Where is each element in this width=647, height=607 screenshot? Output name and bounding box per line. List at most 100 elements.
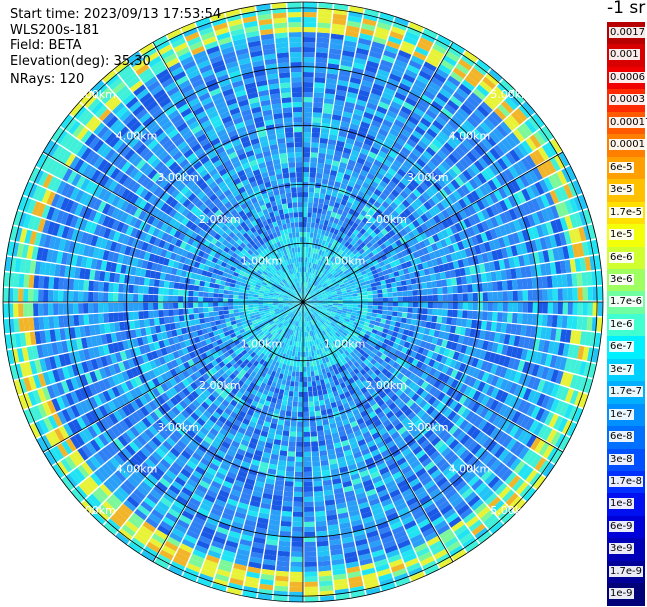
gate-cell (412, 345, 420, 353)
gate-cell (444, 103, 457, 115)
gate-cell (298, 386, 303, 392)
gate-cell (311, 279, 315, 285)
gate-cell (377, 271, 384, 277)
gate-cell (335, 94, 346, 102)
gate-cell (304, 521, 315, 527)
gate-cell (398, 269, 405, 276)
gate-cell (311, 285, 315, 290)
gate-cell (306, 304, 312, 309)
gate-cell (435, 272, 442, 281)
gate-cell (325, 247, 330, 253)
gate-cell (460, 54, 476, 67)
gate-cell (311, 212, 317, 218)
gate-cell (387, 310, 393, 316)
gate-cell (442, 185, 453, 196)
gate-cell (383, 159, 393, 168)
gate-cell (356, 272, 363, 278)
gate-cell (369, 278, 376, 284)
gate-cell (362, 245, 369, 252)
gate-cell (390, 320, 396, 327)
gate-cell (318, 266, 323, 272)
gate-cell (443, 348, 451, 357)
gate-cell (372, 302, 378, 306)
gate-cell (326, 319, 332, 324)
gate-cell (351, 287, 357, 292)
gate-cell (469, 132, 481, 144)
gate-cell (480, 232, 489, 243)
gate-cell (307, 303, 313, 305)
gate-cell (452, 285, 458, 294)
gate-cell (367, 327, 373, 333)
gate-cell (342, 322, 348, 327)
gate-cell (430, 322, 437, 330)
gate-cell (557, 417, 568, 433)
gate-cell (382, 269, 389, 276)
gate-cell (329, 275, 334, 280)
gate-cell (383, 87, 396, 96)
gate-cell (313, 197, 319, 204)
gate-cell (363, 276, 370, 282)
gate-cell (449, 95, 463, 107)
gate-cell (362, 298, 368, 302)
gate-cell (561, 315, 568, 329)
gate-cell (349, 123, 360, 131)
gate-cell (420, 136, 432, 146)
gate-cell (346, 25, 360, 33)
gate-cell (303, 396, 309, 402)
gate-cell (403, 329, 410, 336)
gate-cell (414, 144, 425, 154)
gate-cell (321, 229, 326, 236)
gate-cell (363, 70, 376, 79)
gate-cell (431, 336, 439, 345)
gate-cell (323, 284, 329, 289)
gate-cell (367, 252, 374, 259)
gate-cell (390, 163, 400, 173)
gate-cell (306, 294, 310, 299)
gate-cell (490, 90, 504, 103)
gate-cell (526, 451, 538, 466)
gate-cell (479, 349, 487, 360)
gate-cell (342, 45, 356, 53)
gate-cell (400, 106, 412, 116)
gate-cell (377, 364, 385, 372)
gate-cell (402, 199, 411, 208)
gate-cell (466, 166, 477, 178)
gate-cell (313, 274, 317, 280)
gate-cell (315, 218, 321, 224)
gate-cell (502, 302, 508, 312)
gate-cell (362, 352, 370, 359)
gate-cell (330, 211, 337, 218)
gate-cell (326, 78, 337, 85)
gate-cell (396, 372, 405, 381)
gate-cell (415, 396, 424, 406)
gate-cell (521, 278, 528, 290)
gate-cell (281, 515, 292, 522)
gate-cell (347, 258, 354, 264)
gate-cell (324, 285, 329, 290)
gate-cell (472, 283, 478, 293)
gate-cell (321, 293, 327, 296)
gate-cell (291, 546, 303, 552)
gate-cell (448, 439, 460, 450)
gate-cell (307, 298, 313, 301)
gate-cell (314, 82, 325, 89)
gate-cell (303, 122, 312, 128)
gate-cell (315, 259, 319, 265)
gate-cell (276, 565, 290, 572)
gate-cell (305, 242, 309, 248)
gate-cell (384, 114, 396, 124)
gate-cell (324, 313, 330, 317)
gate-cell (528, 420, 540, 434)
gate-cell (331, 233, 337, 240)
gate-cell (387, 268, 394, 274)
gate-cell (338, 270, 344, 276)
gate-cell (452, 190, 462, 201)
gate-cell (373, 273, 379, 279)
gate-cell (509, 457, 522, 471)
gate-cell (391, 385, 400, 394)
gate-cell (389, 73, 402, 83)
gate-cell (328, 317, 334, 321)
gate-cell (556, 170, 568, 185)
gate-cell (341, 267, 348, 273)
gate-cell (576, 242, 585, 257)
